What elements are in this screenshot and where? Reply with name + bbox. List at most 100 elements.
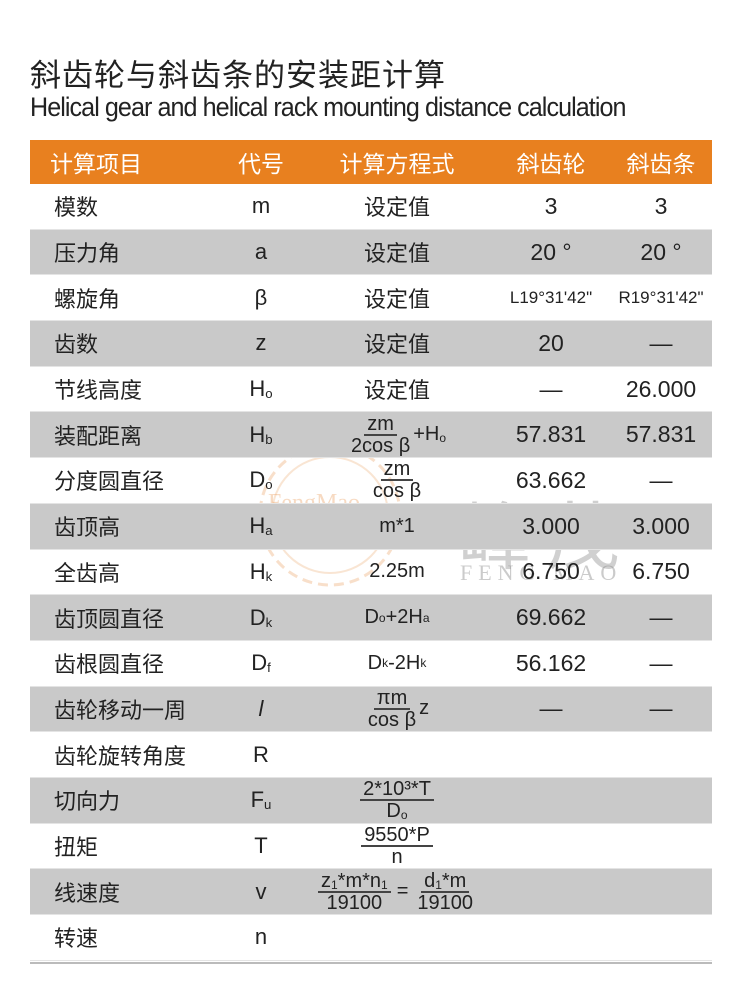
item-name: 切向力	[54, 790, 121, 816]
rack-value: —	[649, 604, 673, 631]
header-name: 计算项目	[50, 152, 142, 178]
denominator: cos β	[365, 710, 419, 730]
rack-value: —	[649, 649, 673, 676]
item-code: Df	[220, 650, 302, 676]
gear-value: 3.000	[522, 512, 580, 539]
formula-text: 设定值	[363, 333, 430, 359]
denominator: 19100	[414, 893, 476, 913]
numerator: d1*m	[421, 869, 470, 893]
formula-text: z	[320, 869, 331, 892]
item-code: Hk	[220, 559, 302, 585]
formula-subscript: a	[422, 610, 430, 625]
rack-value: 3.000	[632, 512, 690, 539]
item-formula: z1*m*n1 19100 = d1*m 19100	[302, 871, 492, 913]
item-code: β	[220, 285, 302, 311]
formula-suffix: +Ho	[413, 423, 446, 446]
code-symbol: H	[249, 376, 266, 402]
formula-text: -2H	[388, 651, 421, 674]
formula-text: 2*10³*T	[363, 778, 431, 801]
gear-value: —	[539, 695, 563, 722]
formula-subscript: 1	[330, 877, 338, 892]
table-row: 压力角 a 设定值 20 ° 20 °	[30, 229, 712, 276]
denominator: cos β	[370, 481, 424, 501]
item-formula: 设定值	[302, 236, 492, 268]
formula-text: D	[367, 651, 383, 674]
item-name: 分度圆直径	[54, 470, 165, 496]
gear-value: 57.831	[515, 421, 587, 448]
item-name: 转速	[54, 927, 99, 953]
code-symbol: D	[251, 650, 268, 676]
table-row: 装配距离 Hb zm 2cos β +Ho 57.831 57.831	[30, 412, 712, 459]
table-row: 扭矩 T 9550*P n	[30, 824, 712, 870]
code-symbol: F	[250, 787, 265, 813]
gear-value: 6.750	[522, 558, 580, 585]
formula-text: D	[364, 606, 379, 629]
formula-text: *m	[441, 869, 467, 892]
gear-value: 20	[538, 329, 564, 356]
numerator: πm	[373, 686, 411, 710]
table-header: 计算项目 代号 计算方程式 斜齿轮 斜齿条	[30, 140, 712, 184]
code-subscript: k	[265, 568, 273, 584]
code-subscript: o	[265, 386, 273, 402]
gear-value: 20 °	[530, 238, 572, 265]
table-row: 模数 m 设定值 3 3	[30, 184, 712, 230]
item-code: Ha	[220, 513, 302, 539]
gear-value: 69.662	[515, 604, 587, 631]
header-rack: 斜齿条	[626, 152, 696, 178]
item-code: Do	[220, 467, 302, 493]
numerator: z1*m*n1	[317, 869, 391, 893]
denominator: 2cos β	[348, 436, 413, 456]
page-title: 斜齿轮与斜齿条的安装距计算	[30, 58, 446, 94]
table-row: 齿轮旋转角度 R	[30, 732, 712, 778]
formula-text: cos β	[372, 480, 422, 503]
item-name: 扭矩	[54, 835, 99, 861]
formula-text: cos β	[367, 708, 417, 731]
code-symbol: H	[249, 421, 266, 447]
code-symbol: H	[249, 513, 266, 539]
numerator: zm	[364, 414, 397, 436]
formula-text: 设定值	[363, 287, 430, 313]
table-body: 模数 m 设定值 3 3 压力角 a 设定值 20 ° 20 ° 螺旋角 β 设定值 L19°31'42"…	[30, 184, 712, 961]
header-gear: 斜齿轮	[516, 152, 586, 178]
formula-text: 19100	[417, 891, 474, 914]
item-formula: 9550*P n	[302, 825, 492, 867]
item-name: 齿数	[54, 333, 99, 359]
table-bottom-divider	[30, 962, 712, 964]
formula-subscript: k	[420, 656, 427, 671]
item-name: 齿顶高	[54, 516, 121, 542]
gear-value: 3	[544, 192, 558, 219]
formula-text: 2cos β	[350, 434, 411, 457]
fraction: 9550*P n	[361, 825, 433, 867]
formula-text: 设定值	[363, 196, 430, 222]
fraction: d1*m 19100	[414, 871, 476, 913]
item-formula: 2*10³*T Do	[302, 779, 492, 821]
fraction: zm cos β	[370, 459, 424, 501]
item-code: m	[220, 193, 302, 219]
table-row: 螺旋角 β 设定值 L19°31'42" R19°31'42"	[30, 275, 712, 322]
fraction: 2*10³*T Do	[360, 779, 434, 821]
rack-value: 20 °	[640, 238, 682, 265]
page-subtitle: Helical gear and helical rack mounting d…	[30, 92, 626, 122]
formula-text: 2.25m	[369, 560, 425, 583]
item-code: Hb	[220, 422, 302, 448]
item-formula: 设定值	[302, 327, 492, 359]
item-name: 装配距离	[54, 424, 143, 450]
formula-text: +2H	[385, 606, 423, 629]
gear-value: L19°31'42"	[509, 287, 593, 307]
formula-suffix: z	[419, 697, 429, 720]
code-symbol: n	[254, 924, 268, 950]
rack-value: —	[649, 329, 673, 356]
formula-text: πm	[376, 686, 408, 709]
item-name: 齿顶圆直径	[54, 607, 165, 633]
code-symbol: T	[254, 832, 268, 858]
fraction: zm 2cos β	[348, 414, 413, 456]
item-code: a	[220, 239, 302, 265]
code-symbol: z	[255, 330, 267, 356]
item-name: 螺旋角	[54, 287, 121, 313]
formula-text: 9550*P	[364, 823, 430, 846]
code-symbol: a	[254, 239, 268, 265]
